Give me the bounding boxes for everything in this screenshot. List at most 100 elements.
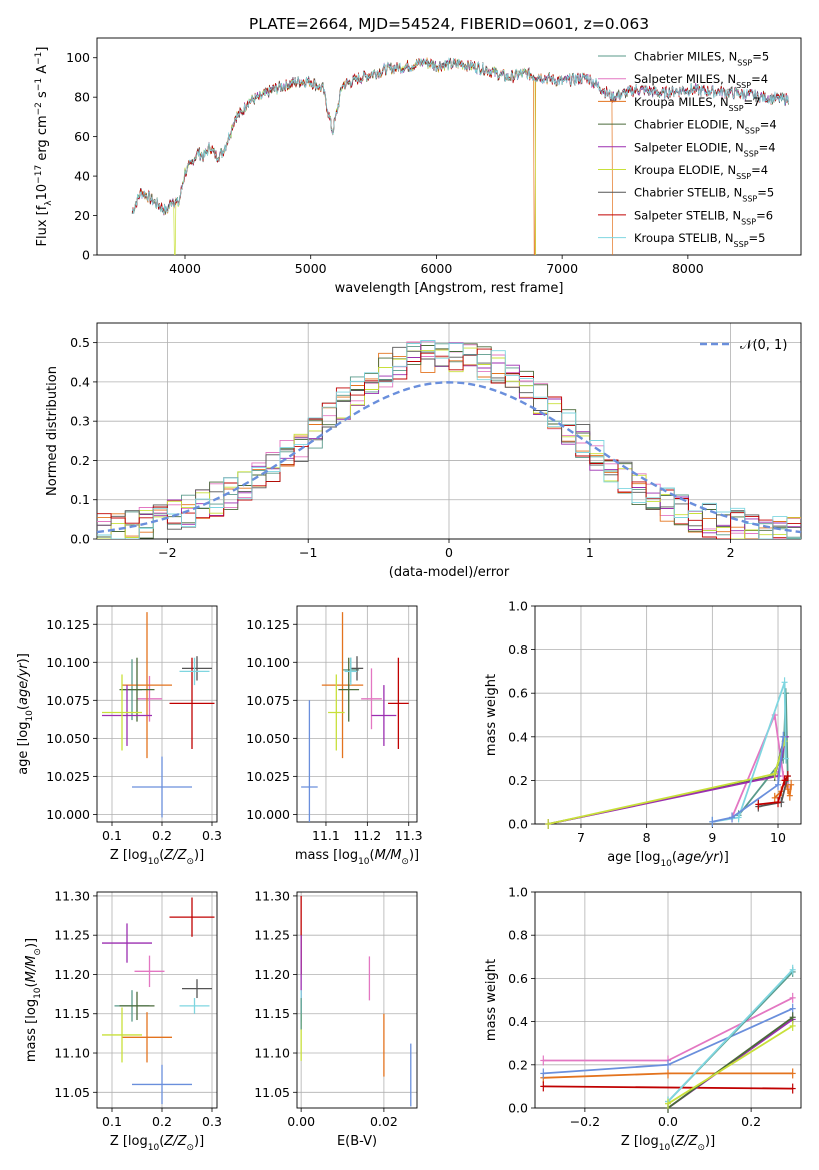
x-axis-label: Z [log10(Z/Z⊙)] [110,848,204,867]
y-tick-label: 0.0 [508,1101,528,1116]
y-tick-label: 11.05 [54,1085,90,1100]
y-tick-label: 10.000 [246,807,290,822]
y-axis-label: Flux [fλ10−17 erg cm−2 s−1 A−1] [34,47,54,247]
x-tick-label: 0.00 [287,1114,315,1129]
x-tick-label: 7 [577,830,585,845]
errorbar-point [179,998,210,1014]
legend-label: Kroupa ELODIE, NSSP=4 [634,163,768,181]
legend-label: Chabrier ELODIE, NSSP=4 [634,118,777,136]
x-tick-label: −0.2 [570,1114,600,1129]
spectrum-line [131,57,789,215]
axes-frame [534,605,802,825]
age_vs_Z-panel: 0.1 0.2 0.3 10.000 10.025 10.050 10.075 10.100 1… [16,605,222,867]
y-tick-label: 40 [74,169,90,184]
y-tick-label: 11.15 [254,1006,290,1021]
x-tick-label: 0.1 [102,828,122,843]
x-tick-label: 0.3 [202,1114,222,1129]
y-tick-label: 10.075 [46,693,90,708]
axes-frame [96,37,802,256]
x-axis-label: Z [log10(Z/Z⊙)] [110,1134,204,1153]
y-tick-label: 0.8 [508,928,528,943]
errorbar-point [328,674,345,751]
x-tick-label: 11.2 [353,828,381,843]
axes-frame [296,891,418,1109]
errorbar-point [179,657,210,686]
x-tick-label: 8000 [672,261,704,276]
x-tick-label: −2 [158,545,176,560]
weight_vs_Z-panel: −0.2 0.0 0.2 0.0 0.2 0.4 0.6 0.8 1.0 Z [log10(Z/Z… [484,885,802,1153]
y-tick-label: 10.050 [246,731,290,746]
errorbar-point [134,955,165,988]
x-tick-label: 5000 [295,261,327,276]
axes-frame [296,605,418,823]
errorbar-point [182,979,212,999]
errorbar-point [122,1012,172,1063]
y-tick-label: 11.05 [254,1085,290,1100]
errorbar-point [102,674,142,751]
spectrum-panel: 4000 5000 6000 7000 8000 0 20 40 60 80 100 waveleng… [34,37,802,296]
y-tick-label: 10.000 [46,807,90,822]
y-tick-label: 0.2 [70,453,90,468]
x-tick-label: 0.2 [152,1114,172,1129]
spectrum-line [131,58,789,215]
y-tick-label: 10.125 [246,617,290,632]
errorbar-point [361,668,382,730]
x-tick-label: 6000 [421,261,453,276]
normal-curve [96,381,802,534]
x-tick-label: 0.2 [152,828,172,843]
errorbar-point [102,685,152,746]
y-tick-label: 11.10 [54,1046,90,1061]
y-tick-label: 0.5 [70,335,90,350]
axes-frame [96,605,218,823]
y-tick-label: 10.125 [46,617,90,632]
x-tick-label: 9 [708,830,716,845]
errorbar-point [102,923,152,963]
y-tick-label: 0.6 [508,686,528,701]
y-tick-label: 11.15 [54,1006,90,1021]
errorbar-point [102,1007,142,1063]
x-axis-label: Z [log10(Z/Z⊙)] [621,1134,715,1153]
errorbar-point [132,1064,192,1105]
y-tick-label: 11.10 [254,1046,290,1061]
y-tick-label: 0.4 [70,374,90,389]
legend-label: Chabrier MILES, NSSP=5 [634,50,769,68]
weight_vs_age-panel: 7 8 9 10 0.0 0.2 0.4 0.6 0.8 1.0 age [log10(age/yr… [484,599,802,869]
x-tick-label: 1 [586,545,594,560]
y-tick-label: 0.2 [508,773,528,788]
y-tick-label: 80 [74,90,90,105]
weight-line [758,775,789,806]
x-tick-label: 8 [643,830,651,845]
x-tick-label: 11.3 [395,828,423,843]
errorbar-point [321,612,364,759]
y-tick-label: 0.0 [508,817,528,832]
figure-title: PLATE=2664, MJD=54524, FIBERID=0601, z=0… [249,15,649,33]
x-tick-label: 0.2 [741,1114,761,1129]
histogram-step [97,340,801,539]
x-axis-label: (data-model)/error [389,565,510,580]
y-tick-label: 10.100 [246,655,290,670]
y-tick-label: 0.4 [508,729,528,744]
y-tick-label: 10.050 [46,731,90,746]
legend-label: Salpeter STELIB, NSSP=6 [634,208,773,226]
errorbar-point [119,657,155,722]
y-tick-label: 0.8 [508,642,528,657]
errorbar-point [344,657,357,686]
x-tick-label: 0 [445,545,453,560]
x-axis-label: mass [log10(M/M⊙)] [295,848,419,867]
errorbar-point [301,700,318,822]
errorbar-point [169,657,215,749]
x-tick-label: 0.3 [202,828,222,843]
y-axis-label: Normed distribution [45,366,60,496]
x-tick-label: 0.0 [658,1114,678,1129]
y-tick-label: 10.025 [246,769,290,784]
errorbar-point [338,657,360,722]
errorbar-point [169,897,215,937]
weight-line [712,736,785,823]
weight-line [543,1085,793,1090]
x-axis-label: age [log10(age/yr)] [607,850,729,869]
y-tick-label: 10.100 [46,655,90,670]
y-axis-label: mass weight [484,674,499,756]
errorbar-point [132,756,192,818]
x-tick-label: −1 [299,545,317,560]
y-axis-label: mass [log10(M/M⊙)] [24,938,43,1062]
